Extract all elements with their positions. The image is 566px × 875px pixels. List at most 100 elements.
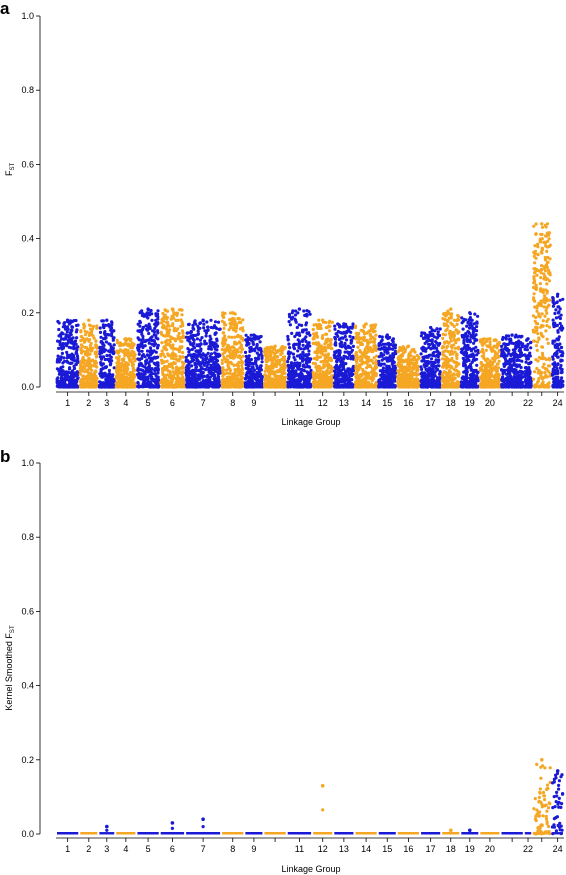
data-point [118,344,122,348]
data-point [92,378,96,382]
data-point [64,378,68,382]
data-point [344,385,348,389]
data-point [161,372,165,376]
data-point [115,361,119,365]
data-point [278,360,282,364]
data-point [224,360,228,364]
data-point [247,357,251,361]
data-point [268,383,272,387]
data-point [163,313,167,317]
data-point [121,378,125,382]
data-point [153,330,157,334]
data-point [197,326,201,330]
data-point [75,385,79,389]
data-point [171,324,175,328]
y-axis-a: 0.00.20.40.60.81.0 [21,11,41,392]
data-point [328,329,332,333]
data-point [88,324,92,328]
data-point [207,370,211,374]
data-point [110,320,114,324]
data-point [66,341,70,345]
data-point [209,318,213,322]
data-point [328,379,332,383]
data-point [324,320,328,324]
data-point [236,333,240,337]
data-point [94,369,98,373]
data-point [79,339,83,343]
x-tick-label: 14 [361,398,371,408]
data-point [143,384,148,388]
data-point [74,351,78,355]
data-point [145,311,149,315]
data-point [385,369,390,373]
data-point [230,335,234,339]
data-point [239,327,243,331]
data-point [312,332,316,336]
data-point [271,372,275,376]
data-point [172,385,176,389]
data-point [69,346,73,350]
data-point [140,349,144,353]
data-point [90,384,94,389]
data-point [94,350,99,354]
data-point [59,379,63,383]
data-point [295,378,299,382]
data-point [248,346,252,350]
data-point [205,320,209,324]
data-point [120,364,124,368]
data-point [150,335,154,339]
data-point [377,343,381,347]
data-point [129,358,133,362]
x-tick-label: 13 [339,398,349,408]
data-point [71,358,75,362]
data-point [345,350,349,354]
data-point [349,350,353,354]
data-point [282,347,286,351]
data-point [103,332,107,336]
data-point [361,369,365,373]
data-point [86,368,90,372]
data-point [189,353,193,357]
data-point [148,359,152,363]
data-point [295,325,299,330]
data-point [189,360,193,364]
data-point [296,338,300,342]
data-point [286,334,290,339]
data-point [338,351,342,355]
data-point [59,368,64,373]
data-point [342,372,346,376]
data-point [187,322,191,327]
data-point [230,326,234,330]
points-a [55,222,565,389]
data-point [75,348,79,352]
data-point [211,326,215,330]
data-point [148,385,152,389]
data-point [207,358,211,362]
data-point [117,359,121,363]
data-point [317,376,321,380]
x-tick-label: 15 [382,398,392,408]
data-point [387,343,391,348]
data-point [127,379,131,383]
data-point [391,354,395,358]
data-point [154,321,158,325]
data-point [393,349,397,353]
data-point [265,368,269,372]
x-tick-label: 12 [318,398,328,408]
data-point [150,372,154,376]
data-point [137,385,141,389]
data-point [180,335,185,340]
data-point [259,378,263,382]
data-point [258,340,262,344]
data-point [159,352,163,357]
data-point [393,379,397,383]
data-point [388,335,392,340]
data-point [374,333,378,337]
data-point [226,354,230,358]
data-point [194,349,198,353]
data-point [121,359,126,363]
data-point [137,344,141,348]
data-point [144,314,149,318]
data-point [360,352,364,356]
data-point [259,349,263,353]
